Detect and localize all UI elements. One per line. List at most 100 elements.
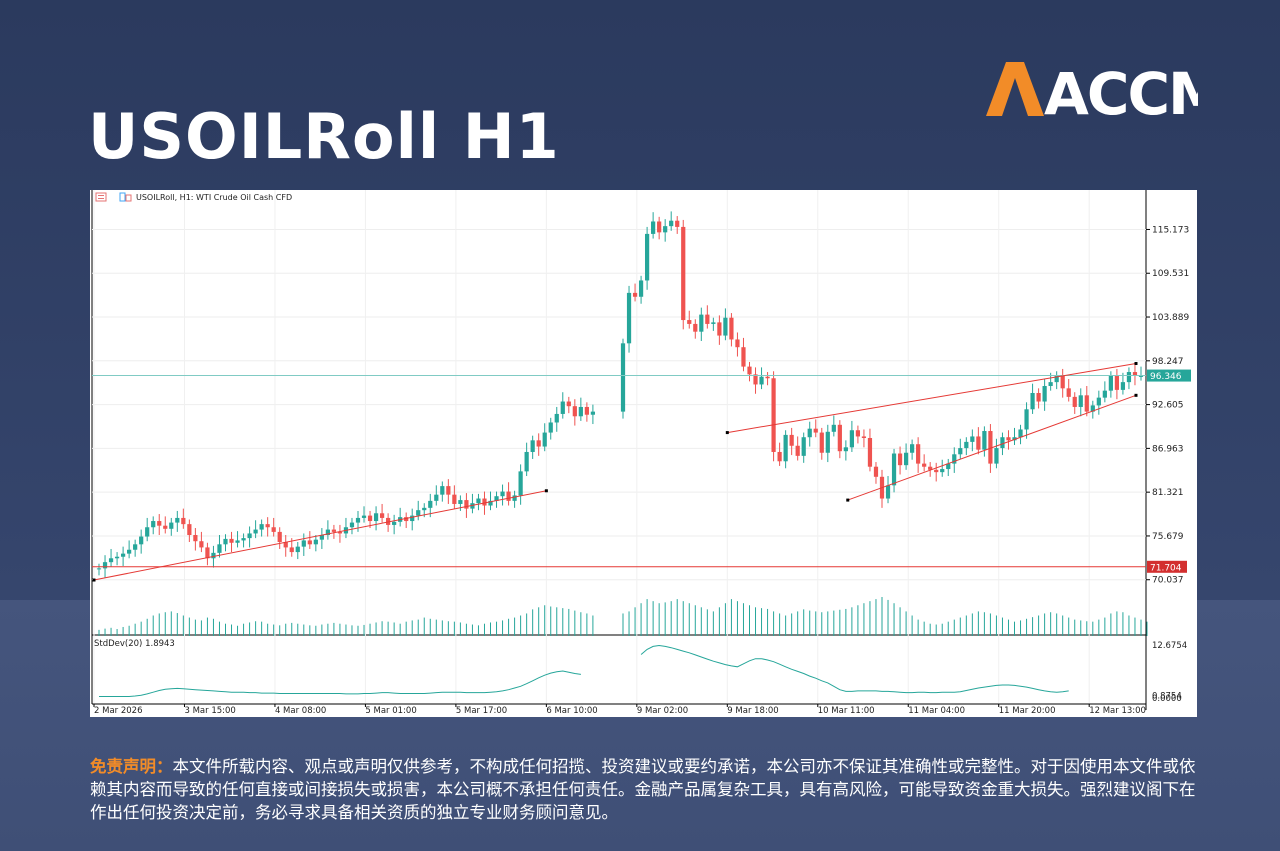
candle-body: [271, 527, 276, 532]
candle-body: [711, 322, 716, 324]
candle-body: [717, 322, 722, 336]
trendline-anchor: [92, 578, 96, 582]
disclaimer-label: 免责声明：: [90, 756, 173, 776]
candle-body: [440, 486, 445, 495]
candle-body: [1084, 395, 1089, 412]
candle-body: [705, 314, 710, 324]
candle-body: [542, 432, 547, 447]
trendline-anchor: [846, 498, 850, 502]
candle-body: [952, 454, 957, 464]
candle-body: [349, 522, 355, 528]
trendline-anchor: [544, 489, 548, 493]
candle-body: [145, 527, 150, 537]
candle-body: [843, 447, 848, 452]
candle-body: [922, 463, 927, 467]
candle-body: [319, 535, 324, 540]
candle-body: [946, 463, 951, 470]
indicator-label: StdDev(20) 1.8943: [94, 639, 175, 649]
candle-body: [964, 441, 969, 449]
candle-body: [1078, 395, 1083, 407]
chart-panel[interactable]: 115.173 109.531 103.889 98.247 92.605 86.963 8…: [90, 190, 1197, 717]
candle-body: [476, 498, 481, 504]
candle-body: [566, 401, 571, 407]
candle-body: [410, 515, 415, 522]
candle-body: [958, 448, 963, 455]
x-tick-label: 5 Mar 17:00: [456, 706, 507, 716]
candle-body: [464, 500, 469, 509]
candle-body: [500, 491, 505, 497]
y-tick-label: 75.679: [1152, 532, 1184, 542]
candle-body: [283, 541, 288, 548]
x-tick-label: 9 Mar 18:00: [727, 706, 778, 716]
candle-body: [735, 339, 740, 348]
candle-body: [590, 411, 596, 415]
candle-body: [801, 437, 806, 456]
candle-body: [422, 507, 427, 511]
candle-body: [482, 498, 487, 506]
candle-body: [837, 424, 842, 452]
candle-body: [253, 529, 258, 534]
candle-body: [1138, 375, 1144, 377]
trendline: [93, 490, 547, 581]
candle-body: [1024, 409, 1029, 430]
candle-body: [392, 521, 397, 525]
x-tick-label: 2 Mar 2026: [94, 706, 142, 716]
candle-body: [386, 517, 391, 525]
candle-body: [1042, 386, 1047, 402]
y-tick-label: 103.889: [1152, 313, 1189, 323]
candle-body: [133, 544, 138, 550]
candle-body: [783, 434, 788, 462]
candle-body: [114, 556, 120, 559]
candle-body: [1102, 390, 1107, 398]
trendline-anchor: [725, 431, 729, 435]
y-tick-label: 98.247: [1152, 357, 1184, 367]
candle-body: [903, 452, 909, 466]
candle-body: [1048, 382, 1053, 387]
y-tick-label: 86.963: [1152, 444, 1184, 454]
candle-body: [494, 496, 499, 501]
candle-body: [626, 292, 632, 344]
candle-body: [229, 538, 234, 543]
candle-body: [572, 406, 577, 417]
candle-body: [452, 494, 457, 504]
candle-body: [211, 552, 216, 559]
indicator-tick-label: 12.6754: [1152, 641, 1187, 651]
candle-body: [1096, 397, 1101, 406]
candle-body: [325, 529, 330, 536]
candle-body: [729, 317, 734, 340]
candle-body: [96, 568, 102, 570]
candle-body: [795, 445, 800, 456]
x-tick-label: 12 Mar 13:00: [1089, 706, 1146, 716]
candle-body: [747, 366, 752, 375]
candle-body: [759, 376, 764, 385]
candle-body: [651, 221, 656, 234]
candle-body: [789, 434, 794, 446]
trendline-anchor: [1134, 393, 1138, 397]
candle-body: [337, 531, 343, 534]
candle-body: [175, 517, 180, 523]
candle-body: [181, 517, 186, 525]
candle-body: [1000, 437, 1005, 449]
candle-body: [1126, 372, 1132, 383]
support-label: 71.704: [1150, 563, 1182, 573]
candle-body: [1006, 437, 1011, 441]
candle-body: [813, 428, 818, 433]
price-chart[interactable]: 115.173 109.531 103.889 98.247 92.605 86.963 8…: [90, 190, 1197, 717]
candle-body: [657, 221, 662, 233]
candle-body: [632, 292, 638, 297]
stddev-line: [99, 644, 1069, 697]
candle-body: [157, 521, 162, 526]
candle-body: [807, 428, 812, 438]
candle-body: [163, 525, 168, 529]
candle-body: [428, 500, 433, 508]
candle-body: [295, 546, 300, 553]
y-tick-label: 115.173: [1152, 225, 1189, 235]
candle-body: [669, 220, 674, 227]
candle-body: [753, 374, 758, 385]
x-tick-label: 5 Mar 01:00: [365, 706, 416, 716]
candle-body: [982, 431, 987, 450]
indicator-tick-label: 0.8754: [1152, 691, 1182, 701]
candle-body: [199, 541, 204, 548]
candle-body: [1060, 375, 1065, 389]
candle-body: [910, 444, 915, 453]
